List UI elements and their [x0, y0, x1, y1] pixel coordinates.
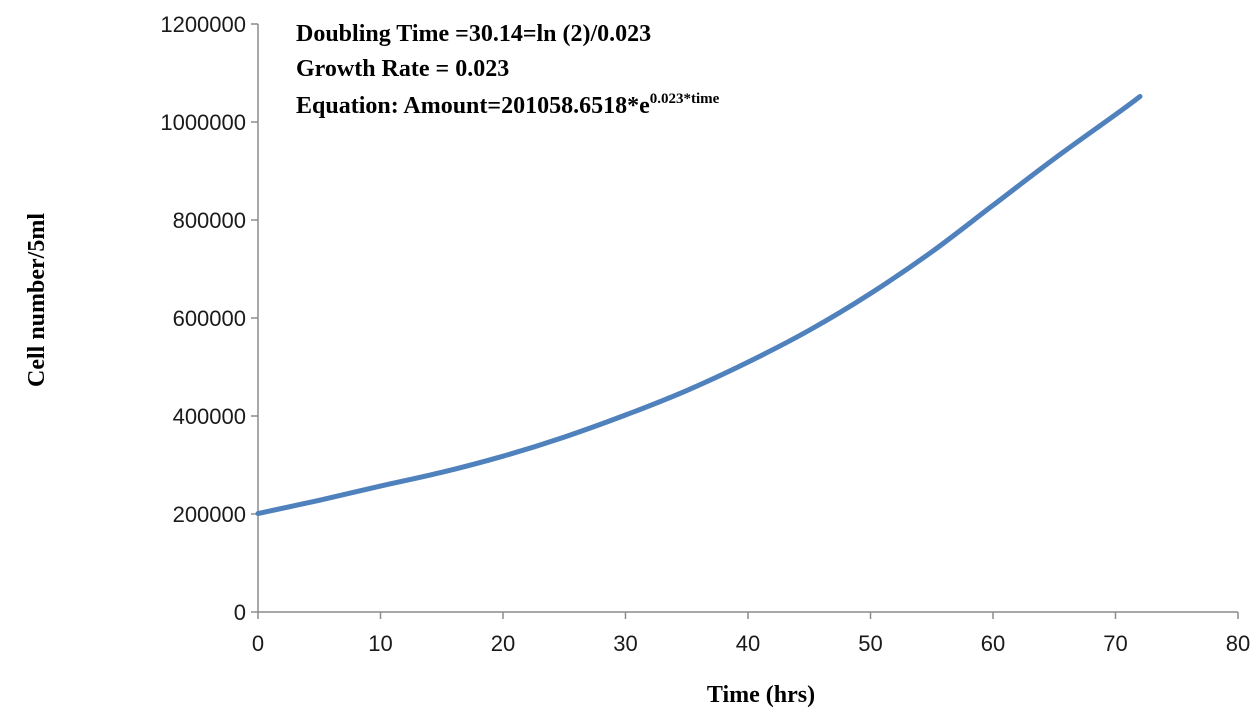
annotation-growth-rate: Growth Rate = 0.023 — [296, 56, 509, 82]
y-tick-label: 0 — [234, 600, 246, 625]
annotation-equation-exponent: 0.023*time — [650, 91, 720, 107]
y-tick-label: 800000 — [173, 208, 246, 233]
annotation-equation-main: Equation: Amount=201058.6518*e — [296, 93, 650, 119]
x-ticks: 0 10 20 30 40 50 60 70 80 — [252, 612, 1250, 656]
series-line-0 — [255, 94, 1143, 517]
y-ticks: 0 200000 400000 600000 800000 1000000 1200000 — [160, 12, 258, 625]
x-tick-label: 60 — [981, 631, 1005, 656]
x-axis-title: Time (hrs) — [707, 682, 815, 708]
series-layer — [255, 94, 1143, 517]
y-tick-label: 600000 — [173, 306, 246, 331]
annotation-equation: Equation: Amount=201058.6518*e0.023*time — [296, 91, 720, 119]
x-tick-label: 20 — [491, 631, 515, 656]
x-tick-label: 40 — [736, 631, 760, 656]
y-axis-title: Cell number/5ml — [24, 213, 50, 387]
x-tick-label: 0 — [252, 631, 264, 656]
y-tick-label: 1200000 — [160, 12, 246, 37]
equation-annotation: Doubling Time =30.14=ln (2)/0.023 Growth… — [296, 21, 720, 119]
x-tick-label: 70 — [1103, 631, 1127, 656]
x-tick-label: 80 — [1226, 631, 1250, 656]
x-tick-label: 10 — [368, 631, 392, 656]
x-tick-label: 30 — [613, 631, 637, 656]
y-tick-label: 200000 — [173, 502, 246, 527]
y-tick-label: 1000000 — [160, 110, 246, 135]
x-tick-label: 50 — [858, 631, 882, 656]
annotation-doubling-time: Doubling Time =30.14=ln (2)/0.023 — [296, 21, 651, 47]
y-tick-label: 400000 — [173, 404, 246, 429]
